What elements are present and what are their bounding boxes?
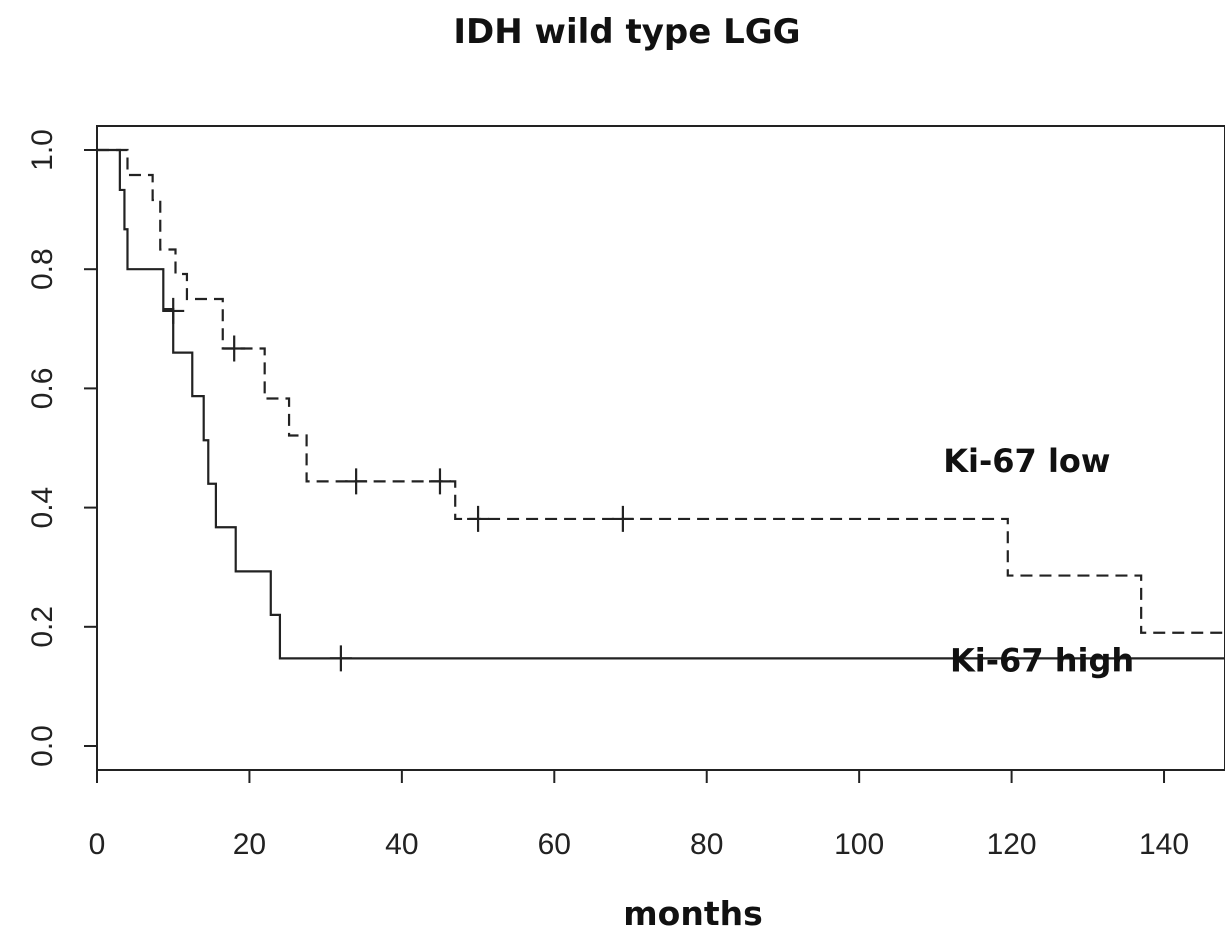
series-label-ki-67-high: Ki-67 high (950, 642, 1134, 680)
y-tick-label-0.2: 0.2 (26, 606, 59, 648)
x-tick-label-0: 0 (89, 828, 106, 861)
y-tick-label-0.8: 0.8 (26, 248, 59, 290)
censor-mark-ki-67-low-4 (467, 505, 490, 532)
chart-title: IDH wild type LGG (453, 12, 800, 52)
series-layer (97, 148, 1225, 672)
x-axis-label: months (623, 894, 762, 932)
x-tick-label-140: 140 (1139, 828, 1189, 861)
series-line-ki-67-high (97, 148, 1225, 660)
y-axis: 0.0 0.2 0.4 0.6 0.8 1.0 (26, 129, 97, 767)
x-tick-label-40: 40 (385, 828, 418, 861)
plot-frame (96, 125, 1225, 771)
censor-mark-ki-67-low-1 (223, 335, 246, 362)
x-tick-label-20: 20 (233, 828, 266, 861)
series-line-ki-67-low (97, 148, 1225, 634)
series-label-ki-67-low: Ki-67 low (943, 442, 1110, 480)
x-tick-label-120: 120 (987, 828, 1037, 861)
x-tick-label-60: 60 (538, 828, 571, 861)
censor-mark-ki-67-high-0 (329, 645, 352, 672)
censor-mark-ki-67-low-3 (428, 468, 451, 495)
censor-mark-ki-67-low-2 (345, 468, 368, 495)
censor-mark-ki-67-low-5 (611, 505, 634, 532)
y-tick-label-0.6: 0.6 (26, 368, 59, 410)
annotation-layer: Ki-67 low Ki-67 high (943, 442, 1134, 680)
x-axis: 0 20 40 60 80 100 120 140 (89, 770, 1189, 861)
y-tick-label-1.0: 1.0 (26, 129, 59, 171)
y-tick-label-0.4: 0.4 (26, 487, 59, 529)
x-tick-label-80: 80 (690, 828, 723, 861)
x-tick-label-100: 100 (834, 828, 884, 861)
y-tick-label-0.0: 0.0 (26, 725, 59, 767)
